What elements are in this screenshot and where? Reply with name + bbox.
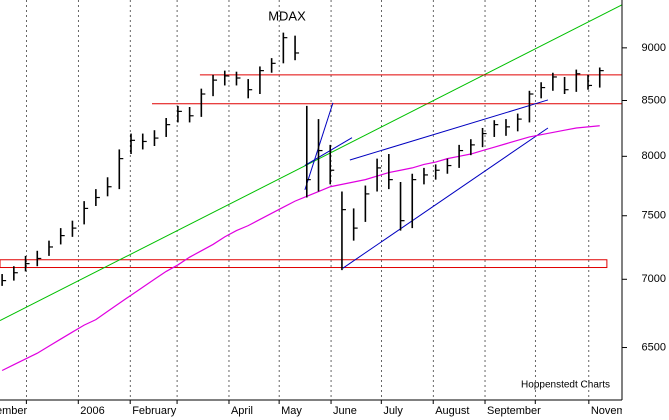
x-tick-label: May [281,405,302,417]
source-note: Hoppenstedt Charts [521,380,610,391]
x-tick-label: June [333,405,357,417]
trend-line [304,137,353,166]
x-tick-label: August [435,405,469,417]
moving-average [1,125,600,372]
y-tick-label: 8500 [642,94,666,106]
support-band [0,259,608,269]
x-tick-label: November [591,405,642,417]
plot-area [0,0,622,400]
x-tick-label: 2006 [80,405,104,417]
y-tick-label: 8000 [642,150,666,162]
x-tick-label: April [231,405,253,417]
trend-line [0,4,622,322]
x-tick-label: September [487,405,541,417]
trend-line [349,99,549,161]
chart-title: MDAX [268,8,306,23]
y-tick-label: 6500 [642,341,666,353]
trend-line [342,127,549,269]
x-tick-label: July [383,405,403,417]
x-labels: November 2006 February April May June July Augu… [0,405,642,417]
x-tick-label: February [132,405,177,417]
y-tick-label: 7000 [642,273,666,285]
y-tick-label: 7500 [642,210,666,222]
x-tick-label: November [0,405,28,417]
y-tick-label: 9000 [642,42,666,54]
